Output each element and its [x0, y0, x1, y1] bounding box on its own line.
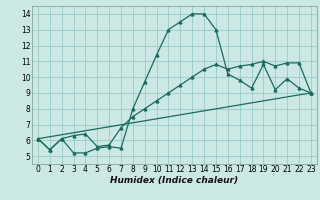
X-axis label: Humidex (Indice chaleur): Humidex (Indice chaleur) — [110, 176, 238, 185]
